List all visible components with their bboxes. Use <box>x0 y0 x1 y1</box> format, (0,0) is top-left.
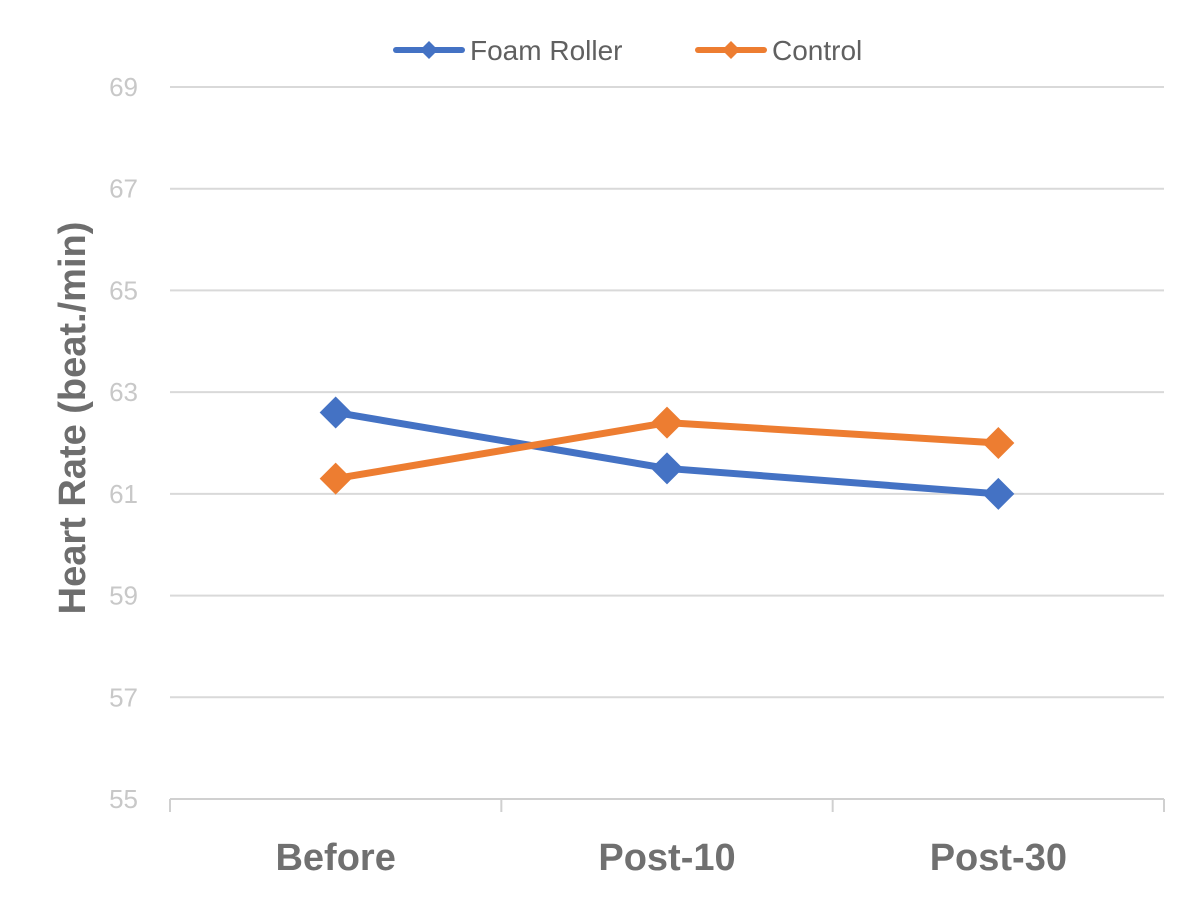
y-tick-label: 55 <box>109 784 138 814</box>
y-tick-label: 69 <box>109 72 138 102</box>
legend-label-foam-roller: Foam Roller <box>470 35 622 66</box>
series-foam-roller <box>319 396 1015 510</box>
y-tick-label: 67 <box>109 174 138 204</box>
data-point-foam-roller-post-10 <box>651 452 683 485</box>
data-point-control-post-10 <box>651 406 683 439</box>
series-control <box>319 406 1015 495</box>
y-tick-label: 63 <box>109 377 138 407</box>
x-tick-label-before: Before <box>275 837 395 879</box>
y-axis-ticks: 55 57 59 61 63 65 67 69 <box>109 72 138 814</box>
x-tick-label-post-10: Post-10 <box>598 837 735 879</box>
series-lines <box>319 396 1015 510</box>
x-axis <box>169 798 1165 812</box>
x-axis-ticks: Before Post-10 Post-30 <box>275 837 1066 879</box>
y-axis-label: Heart Rate (beat./min) <box>52 222 94 615</box>
y-tick-label: 57 <box>109 682 138 712</box>
gridlines <box>170 86 1164 699</box>
legend-label-control: Control <box>772 35 862 66</box>
legend-marker-control <box>722 41 740 59</box>
legend-item-foam-roller: Foam Roller <box>393 35 622 66</box>
y-tick-label: 61 <box>109 479 138 509</box>
x-tick-label-post-30: Post-30 <box>930 837 1067 879</box>
y-tick-label: 59 <box>109 581 138 611</box>
data-point-control-before <box>319 462 352 495</box>
legend-marker-foam-roller <box>420 41 438 59</box>
legend: Foam Roller Control <box>393 35 862 66</box>
data-point-foam-roller-before <box>319 396 352 429</box>
data-point-control-post-30 <box>982 427 1015 459</box>
y-tick-label: 65 <box>109 275 138 305</box>
legend-item-control: Control <box>695 35 862 66</box>
data-point-foam-roller-post-30 <box>982 477 1015 510</box>
